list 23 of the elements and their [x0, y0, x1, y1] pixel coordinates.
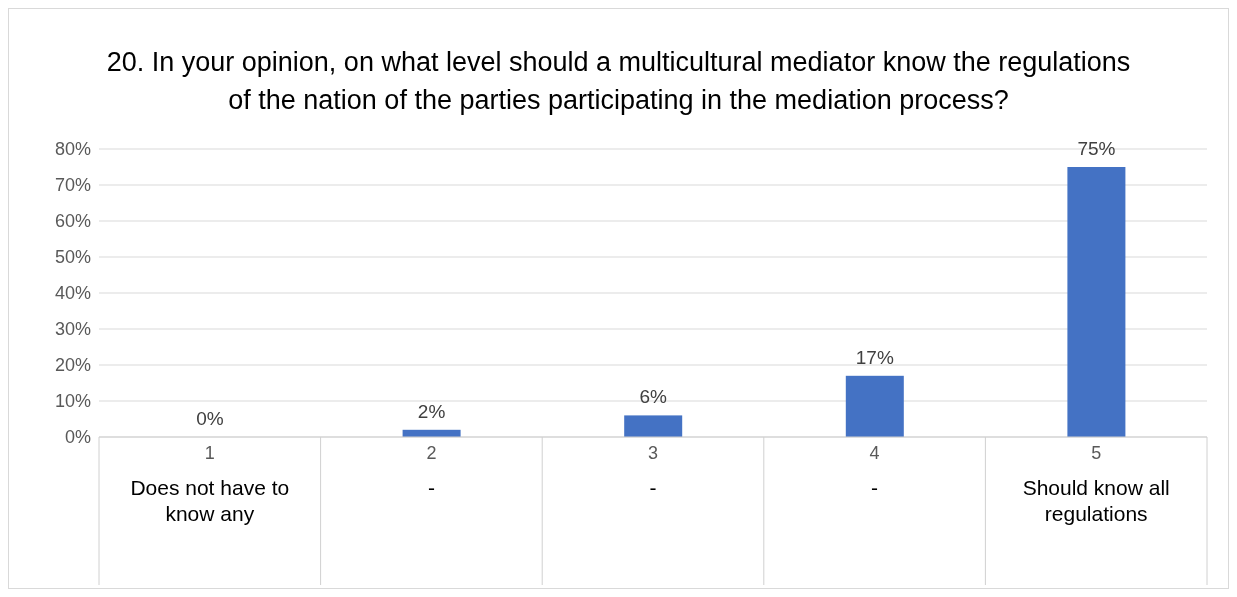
y-tick-label: 70% — [54, 175, 91, 196]
chart-title: 20. In your opinion, on what level should a multicultural mediator know the regulations of the nation of the parties participating in the mediation process? — [105, 46, 1132, 117]
y-tick-label: 30% — [54, 319, 91, 340]
bar — [845, 375, 904, 437]
y-tick-label: 40% — [54, 283, 91, 304]
bar — [624, 415, 683, 437]
data-label: 6% — [639, 386, 668, 408]
x-tick-label: 3 - — [647, 443, 659, 499]
x-tick-label: 5 Should know all regulations — [1022, 443, 1170, 525]
data-label: 17% — [855, 346, 894, 368]
y-tick-label: 50% — [54, 247, 91, 268]
y-tick-label: 20% — [54, 355, 91, 376]
data-label: 2% — [417, 400, 446, 422]
y-tick-label: 80% — [54, 139, 91, 160]
data-label: 0% — [196, 408, 224, 429]
data-label: 75% — [1077, 138, 1116, 159]
y-tick-label: 0% — [64, 427, 91, 448]
x-tick-label: 1 Does not have to know any — [130, 443, 290, 525]
x-tick-label: 2 - — [426, 443, 437, 499]
x-tick-label: 4 - — [869, 443, 880, 499]
bar — [1067, 167, 1126, 437]
y-tick-label: 60% — [54, 211, 91, 232]
y-tick-label: 10% — [54, 391, 91, 412]
